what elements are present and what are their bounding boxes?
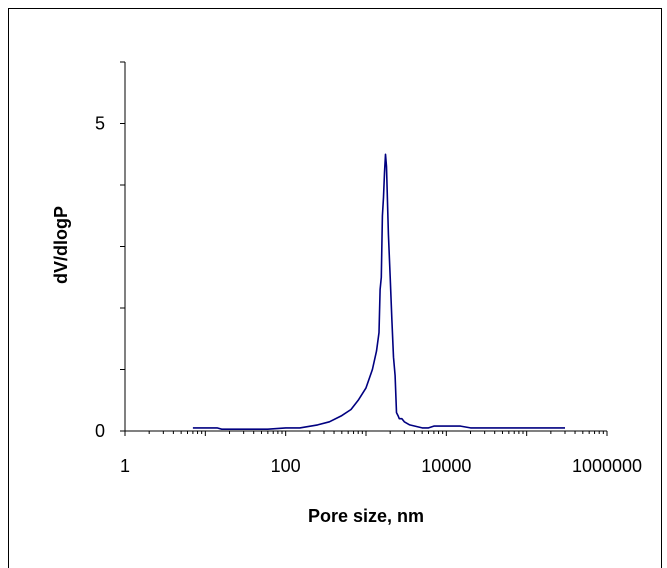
chart-frame <box>8 8 662 568</box>
x-tick-label: 100 <box>271 456 301 476</box>
y-tick-label: 0 <box>95 421 105 441</box>
x-tick-label: 1 <box>120 456 130 476</box>
series <box>192 153 565 431</box>
y-axis-title: dV/dlogP <box>51 206 71 284</box>
series-line-0 <box>192 153 565 431</box>
tick-labels: 1 100 10000 1000000 0 5 <box>95 114 642 477</box>
x-tick-label: 10000 <box>421 456 471 476</box>
y-tick-label: 5 <box>95 114 105 134</box>
axes <box>124 62 607 432</box>
x-tick-label: 1000000 <box>572 456 642 476</box>
x-axis-title: Pore size, nm <box>308 506 424 526</box>
ticks <box>120 61 608 436</box>
